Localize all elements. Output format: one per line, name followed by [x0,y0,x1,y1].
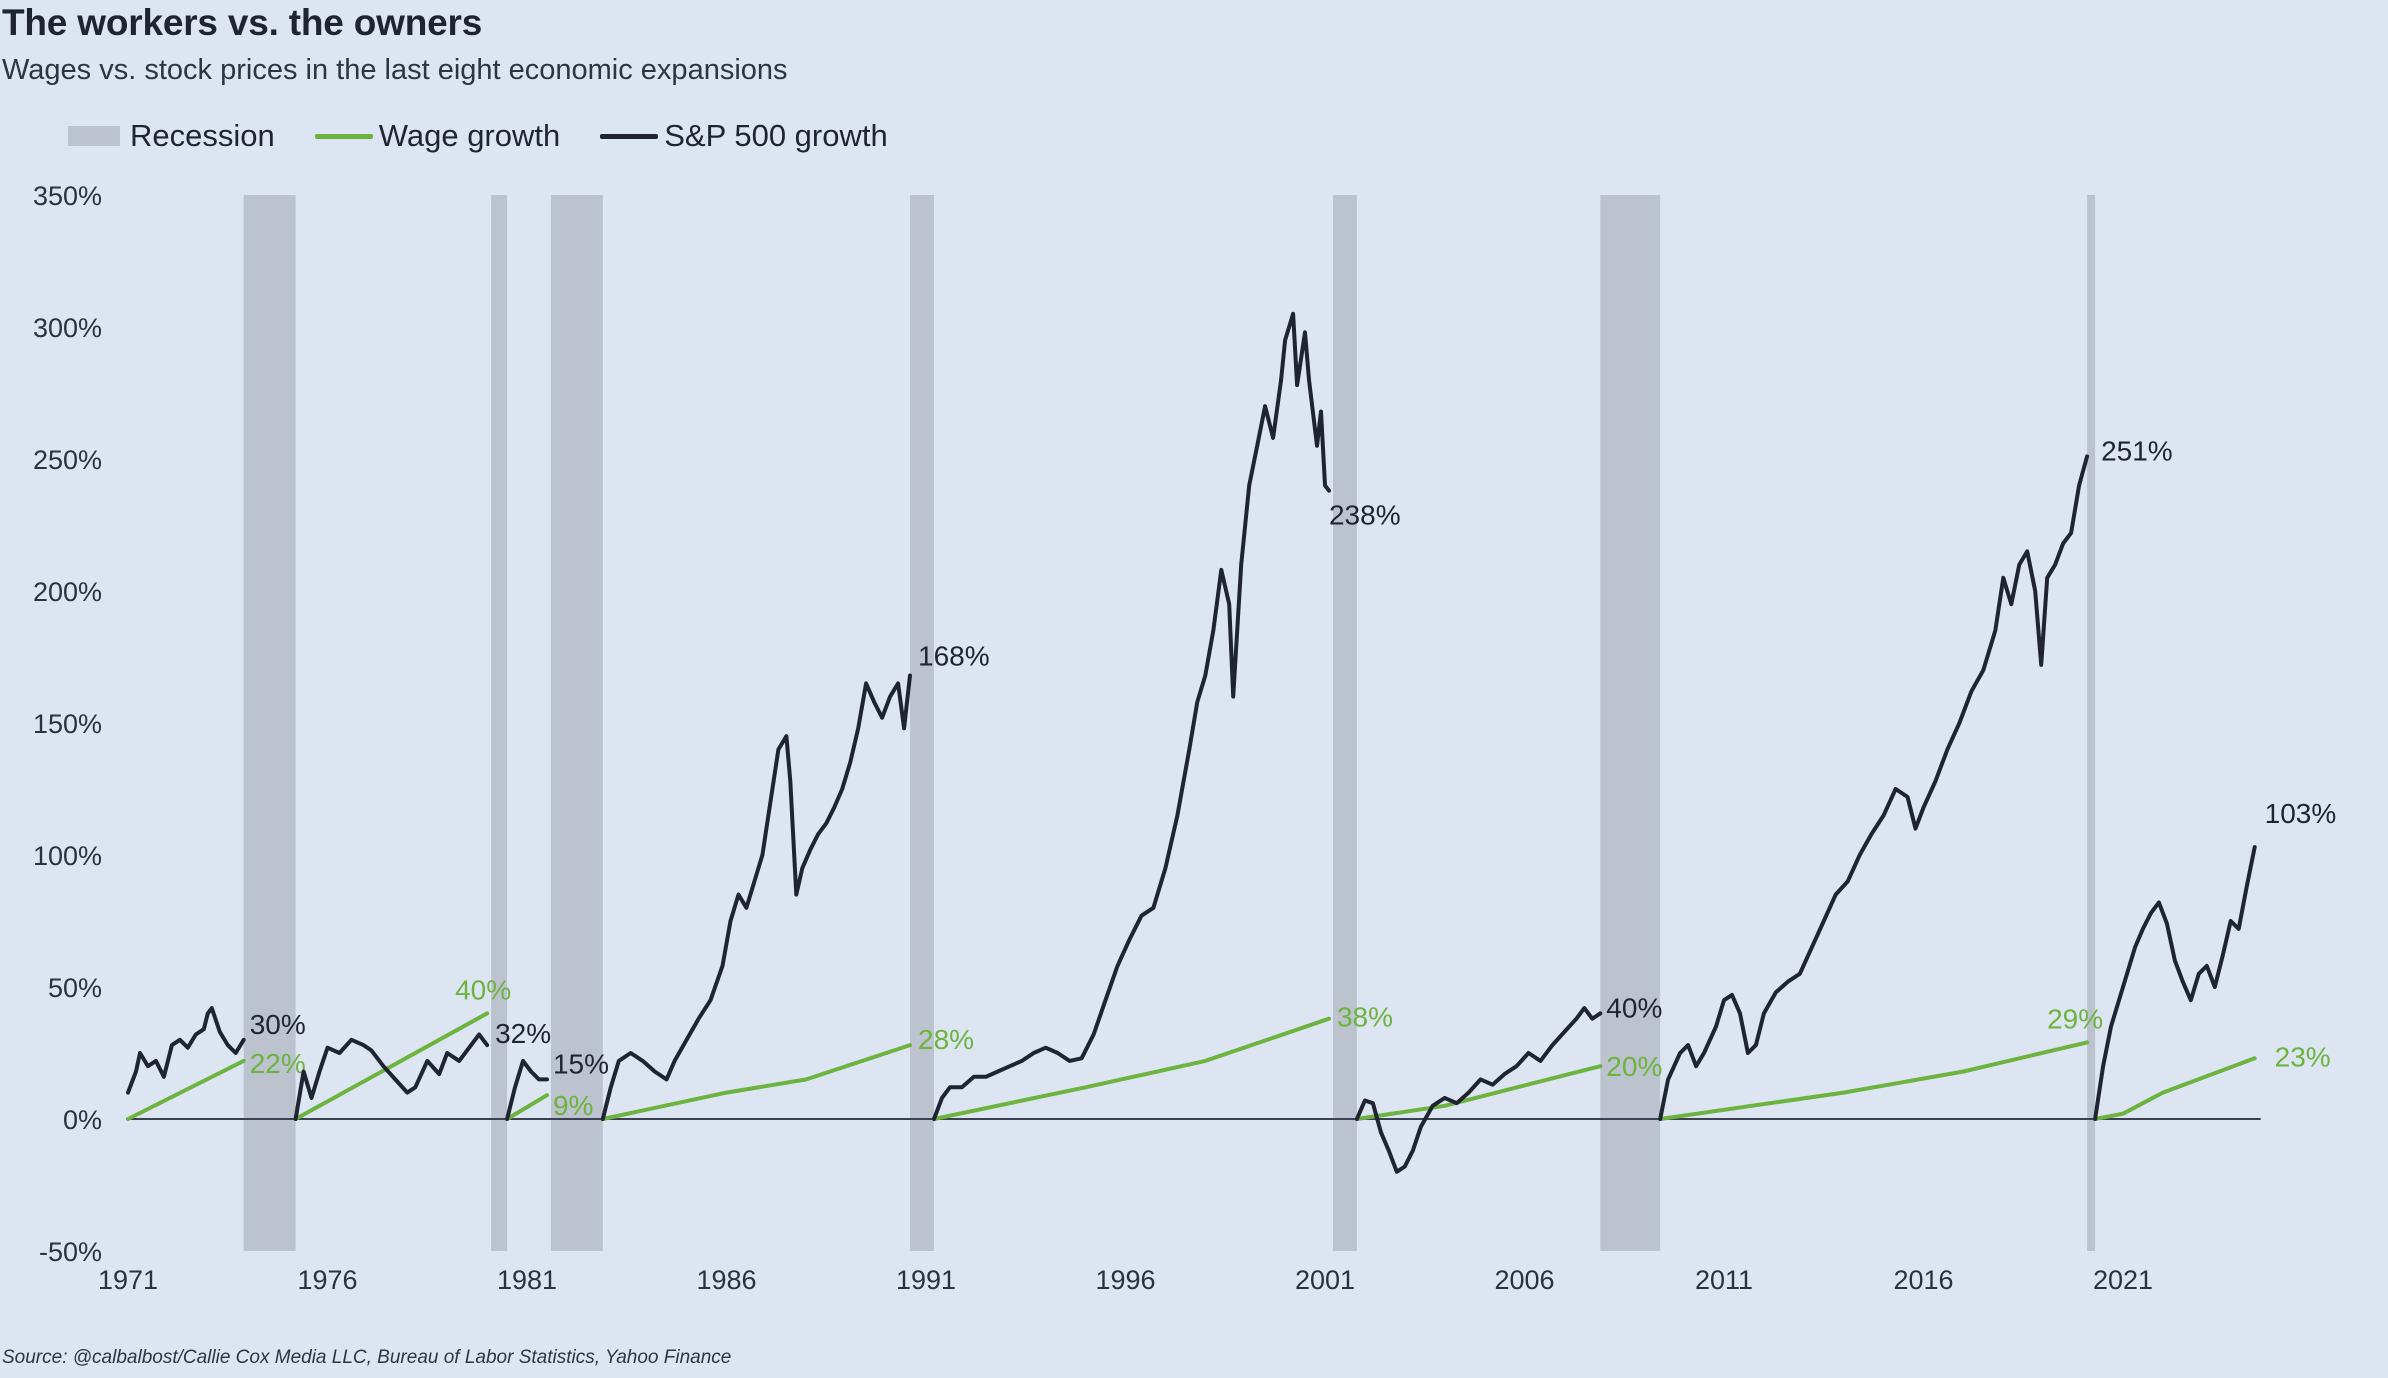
x-tick-label: 1991 [896,1265,956,1295]
wage-swatch [314,133,373,139]
sp500-end-label-3: 168% [918,640,990,671]
recession-band-4 [1332,195,1357,1251]
sp500-end-label-6: 251% [2101,435,2173,466]
wage-series-line-0 [126,1058,246,1121]
wage-series-line-4 [932,1016,1331,1121]
x-tick-label: 2021 [2093,1265,2153,1295]
sp500-end-label-5: 40% [1606,992,1662,1023]
recession-band-0 [243,195,296,1251]
sp500-series-line-5 [1354,1006,1603,1174]
wage-series-line-6 [1658,1040,2090,1121]
wage-end-label-0: 22% [250,1048,306,1079]
recession-band-6 [2087,195,2096,1251]
x-tick-label: 2001 [1295,1265,1355,1295]
sp500-end-label-0: 30% [250,1009,306,1040]
recession-band-5 [1600,195,1661,1251]
sp500-swatch [600,133,659,139]
legend-label-wage: Wage growth [378,118,561,153]
source-note: Source: @calbalbost/Callie Cox Media LLC… [2,1347,732,1368]
wage-series-line-2 [505,1093,549,1121]
x-tick-label: 2016 [1893,1265,1953,1295]
legend-item-recession: Recession [68,118,275,154]
sp500-series-line-3 [600,673,912,1121]
wage-end-label-5: 20% [1606,1051,1662,1082]
legend-item-sp500: S&P 500 growth [600,118,888,154]
y-tick-label: -50% [39,1237,102,1267]
wage-end-label-6: 29% [2047,1003,2103,1034]
legend-label-sp500: S&P 500 growth [664,118,888,153]
y-tick-label: 300% [33,313,102,343]
wage-end-label-4: 38% [1337,1002,1393,1033]
chart-title: The workers vs. the owners [2,2,483,43]
legend: Recession Wage growth S&P 500 growth [68,118,928,154]
wage-series-line-3 [600,1043,912,1121]
sp500-series-line-1 [293,1032,490,1121]
wage-series-line-1 [293,1011,490,1121]
recession-band-3 [910,195,934,1251]
x-tick-label: 1986 [696,1265,756,1295]
recession-band-2 [550,195,603,1251]
x-tick-label: 1971 [98,1265,158,1295]
y-tick-label: 350% [33,181,102,211]
sp500-end-label-7: 103% [2265,798,2337,829]
x-tick-label: 2006 [1494,1265,1554,1295]
wage-end-label-3: 28% [918,1024,974,1055]
sp500-end-label-1: 32% [495,1018,551,1049]
wage-end-label-1: 40% [455,974,511,1005]
recession-swatch [68,126,120,146]
sp500-series-line-7 [2093,845,2257,1121]
x-tick-label: 1976 [297,1265,357,1295]
recession-band-1 [491,195,508,1251]
y-tick-label: 150% [33,709,102,739]
sp500-series-line-6 [1658,454,2090,1121]
wage-end-label-7: 23% [2275,1041,2331,1072]
sp500-end-label-4: 238% [1329,500,1401,531]
x-tick-label: 1981 [497,1265,557,1295]
y-tick-label: 250% [33,445,102,475]
wage-end-label-2: 9% [553,1090,593,1121]
y-tick-label: 0% [63,1105,102,1135]
sp500-end-label-2: 15% [553,1048,609,1079]
legend-label-recession: Recession [130,118,275,153]
sp500-series-line-4 [932,311,1331,1121]
y-tick-label: 100% [33,841,102,871]
sp500-series-line-0 [126,1006,246,1095]
y-tick-label: 50% [48,973,102,1003]
wage-series-line-7 [2093,1056,2257,1121]
wage-series-line-5 [1354,1064,1603,1121]
x-tick-label: 2011 [1695,1265,1753,1295]
sp500-series-line-2 [505,1058,549,1121]
chart-subtitle: Wages vs. stock prices in the last eight… [2,54,788,86]
legend-item-wage: Wage growth [314,118,561,154]
y-tick-label: 200% [33,577,102,607]
x-tick-label: 1996 [1095,1265,1155,1295]
